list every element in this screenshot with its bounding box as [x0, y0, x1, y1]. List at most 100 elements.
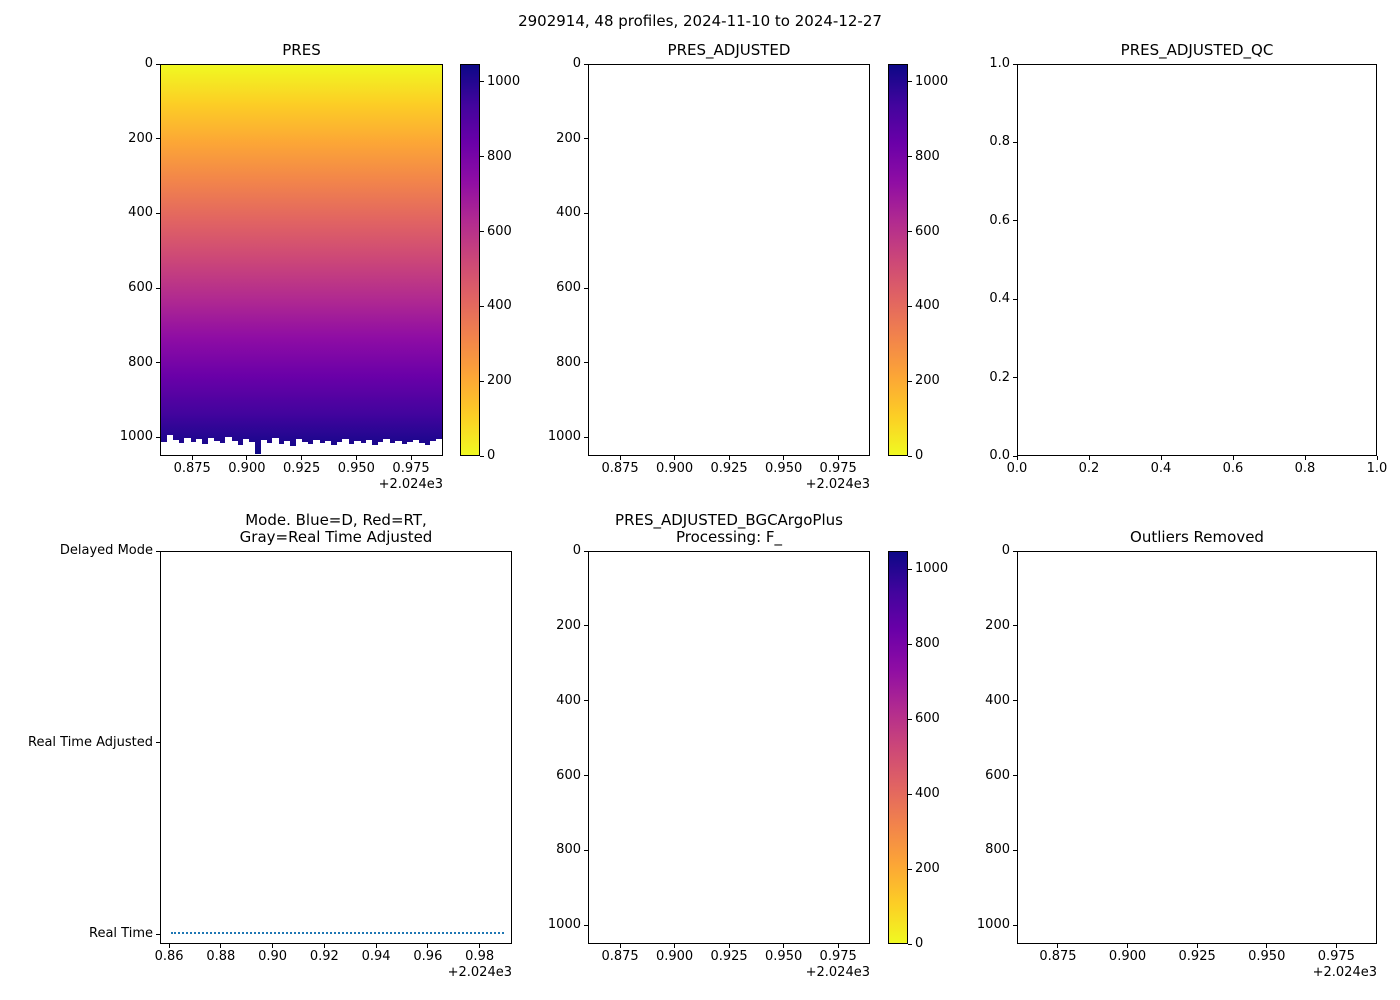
y-tick-label: 0: [144, 56, 153, 71]
x-tick-mark: [619, 456, 621, 460]
x-tick-label: 0.94: [361, 949, 391, 964]
x-tick-label: 0.900: [228, 461, 266, 476]
colorbar-tick-label: 400: [487, 298, 512, 314]
panel-title: PRES_ADJUSTED_BGCArgoPlus Processing: F_: [615, 511, 843, 546]
y-tick-mark: [1013, 455, 1017, 457]
y-tick-mark: [1013, 775, 1017, 777]
x-tick-mark: [191, 456, 193, 460]
y-tick-label: 1000: [119, 429, 153, 445]
x-tick-label: 0.0: [1006, 461, 1028, 476]
y-tick-mark: [1013, 550, 1017, 552]
heatmap-bottom-gap: [406, 442, 414, 455]
y-tick-mark: [1013, 625, 1017, 627]
y-tick-mark: [584, 625, 588, 627]
y-tick-label: 800: [556, 842, 581, 858]
axis-offset-label: +2.024e3: [805, 965, 870, 980]
x-tick-label: 0.88: [206, 949, 236, 964]
x-tick-label: 0.925: [710, 949, 748, 964]
colorbar-tick-mark: [908, 156, 912, 158]
heatmap-bottom-gap: [166, 434, 174, 455]
x-tick-label: 0.975: [392, 461, 430, 476]
panel-title: Outliers Removed: [1130, 528, 1264, 546]
y-tick-mark: [156, 933, 160, 935]
y-tick-mark: [156, 436, 160, 438]
x-tick-mark: [619, 944, 621, 948]
colorbar-tick-mark: [480, 305, 484, 307]
y-tick-mark: [584, 436, 588, 438]
x-tick-mark: [323, 944, 325, 948]
heatmap-bottom-gap: [178, 443, 185, 455]
panel-out: [1017, 551, 1377, 944]
real-time-line: [170, 932, 504, 935]
y-tick-mark: [156, 138, 160, 140]
heatmap-bottom-gap: [418, 443, 425, 455]
y-tick-label: 800: [128, 354, 153, 370]
x-tick-mark: [674, 944, 676, 948]
x-tick-mark: [783, 944, 785, 948]
colorbar-tick-label: 800: [915, 636, 940, 651]
heatmap-bottom-gap: [412, 440, 420, 455]
heatmap-bottom-gap: [424, 444, 431, 455]
colorbar-tick-mark: [480, 231, 484, 233]
axis-offset-label: +2.024e3: [1312, 965, 1377, 980]
heatmap-bottom-gap: [213, 441, 221, 455]
colorbar-tick-label: 200: [487, 373, 512, 389]
colorbar: [888, 64, 908, 456]
x-tick-mark: [1088, 456, 1090, 460]
x-tick-mark: [168, 944, 170, 948]
x-tick-mark: [837, 944, 839, 948]
colorbar-tick-mark: [480, 156, 484, 158]
y-tick-label: 0.0: [989, 448, 1010, 463]
x-tick-label: 0.8: [1294, 461, 1316, 476]
heatmap-bottom-gap: [248, 442, 256, 455]
y-tick-mark: [584, 362, 588, 364]
heatmap-bottom-gap: [313, 440, 320, 455]
x-tick-mark: [272, 944, 274, 948]
x-tick-mark: [837, 456, 839, 460]
y-tick-mark: [1013, 220, 1017, 222]
y-tick-label: 0: [572, 56, 581, 71]
y-tick-mark: [1013, 924, 1017, 926]
y-tick-mark: [584, 138, 588, 140]
y-tick-label: 0.2: [989, 369, 1010, 385]
x-tick-mark: [728, 944, 730, 948]
x-tick-label: 0.925: [710, 461, 748, 476]
colorbar-tick-mark: [908, 568, 912, 570]
x-tick-mark: [355, 456, 357, 460]
colorbar: [460, 64, 480, 456]
y-tick-label: 1000: [547, 429, 581, 445]
x-tick-label: 0.92: [309, 949, 339, 964]
y-tick-label: 600: [556, 767, 581, 783]
panel-pres: [160, 64, 443, 456]
axis-offset-label: +2.024e3: [805, 477, 870, 492]
y-tick-mark: [1013, 298, 1017, 300]
panel-mode: [160, 551, 512, 944]
heatmap-bottom-gap: [395, 440, 402, 455]
colorbar-tick-label: 400: [915, 298, 940, 314]
x-tick-mark: [783, 456, 785, 460]
y-tick-label: 0.8: [989, 134, 1010, 150]
heatmap-bottom-gap: [266, 443, 273, 455]
y-tick-mark: [584, 287, 588, 289]
colorbar-tick-label: 0: [915, 448, 924, 463]
x-tick-mark: [220, 944, 222, 948]
y-tick-label: 400: [556, 692, 581, 708]
y-tick-label: 400: [128, 205, 153, 221]
x-tick-label: 0.950: [765, 949, 803, 964]
colorbar-tick-mark: [908, 305, 912, 307]
y-tick-mark: [1013, 849, 1017, 851]
y-tick-mark: [1013, 63, 1017, 65]
panel-bgc: [588, 551, 870, 944]
y-tick-mark: [584, 775, 588, 777]
x-tick-mark: [1232, 456, 1234, 460]
x-tick-mark: [1127, 944, 1129, 948]
heatmap-bottom-gap: [278, 444, 285, 455]
heatmap-bottom-gap: [225, 436, 232, 455]
colorbar-tick-mark: [908, 81, 912, 83]
colorbar-tick-mark: [480, 81, 484, 83]
colorbar-tick-label: 200: [915, 373, 940, 389]
x-tick-label: 0.98: [465, 949, 495, 964]
x-tick-label: 0.875: [173, 461, 211, 476]
heatmap-bottom-gap: [272, 438, 279, 455]
